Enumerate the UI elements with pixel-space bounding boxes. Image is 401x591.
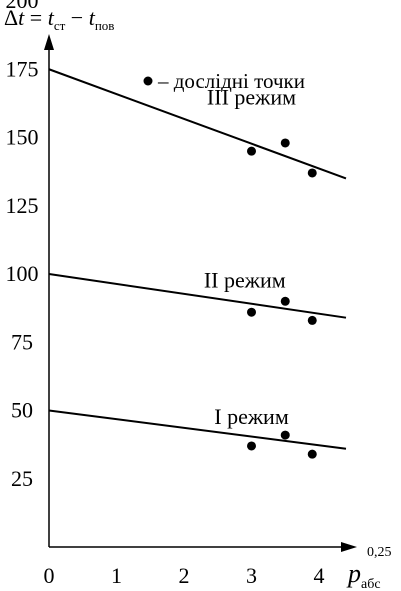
legend-marker (143, 76, 153, 86)
data-point (280, 430, 290, 440)
y-tick-label: 75 (11, 329, 33, 354)
x-axis-label-exponent: 0,25 (367, 545, 392, 560)
data-point (247, 441, 256, 451)
data-point (280, 296, 290, 306)
x-tick-label: 1 (111, 563, 122, 588)
series-label: I режим (214, 404, 289, 429)
data-point (307, 449, 317, 459)
y-tick-label: 50 (11, 398, 33, 423)
data-point (307, 168, 317, 178)
data-point (247, 146, 256, 156)
y-axis-label: Δt = tст − tпов (4, 5, 114, 33)
y-tick-label: 125 (6, 193, 39, 218)
series-line (48, 273, 347, 319)
y-tick-label: 150 (6, 125, 39, 150)
x-axis-arrow (341, 542, 357, 552)
series-line (48, 409, 347, 450)
y-tick-label: 100 (6, 261, 39, 286)
series-label: II режим (204, 268, 286, 293)
x-tick-label: 3 (246, 563, 257, 588)
series-label: III режим (207, 85, 296, 110)
x-axis-label: pабс (346, 559, 381, 591)
x-tick-label: 0 (44, 563, 55, 588)
series-line (48, 68, 347, 180)
data-point (247, 307, 256, 317)
y-tick-label: 175 (6, 56, 39, 81)
data-point (307, 315, 317, 325)
legend-text: – дослідні точки (157, 69, 305, 93)
y-axis-arrow (44, 34, 54, 50)
x-tick-label: 4 (314, 563, 325, 588)
x-tick-label: 2 (179, 563, 190, 588)
data-point (280, 138, 290, 148)
y-tick-label: 25 (11, 466, 33, 491)
y-tick-label: 200 (6, 0, 39, 13)
